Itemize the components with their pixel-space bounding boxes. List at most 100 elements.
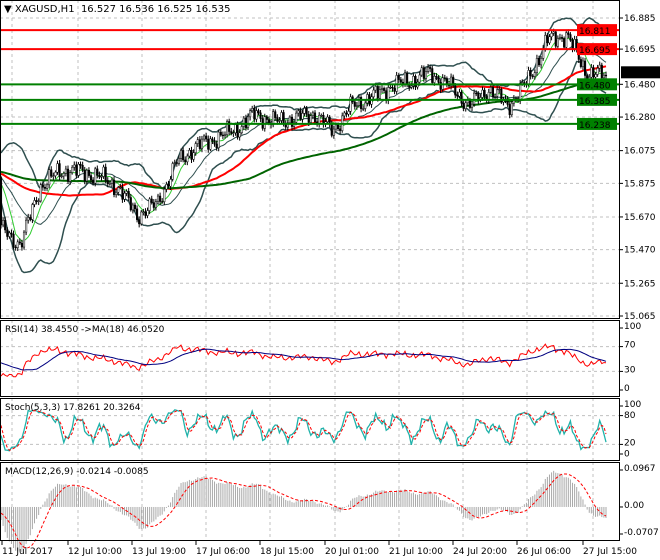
bollinger-middle-band	[0, 42, 607, 225]
candle	[498, 88, 501, 91]
candle	[540, 58, 543, 66]
price-tick-label: 15.265	[624, 279, 656, 289]
candle	[424, 71, 428, 79]
time-tick-label: 21 Jul 10:00	[389, 547, 443, 557]
time-tick-label: 13 Jul 19:00	[132, 547, 186, 557]
dropdown-triangle-icon[interactable]: ▼	[4, 4, 15, 15]
candle	[228, 121, 231, 132]
candle	[79, 163, 82, 166]
candle	[311, 112, 314, 116]
price-tick-label: 16.885	[624, 14, 656, 24]
candle	[328, 116, 331, 125]
candle	[69, 172, 72, 182]
candle	[190, 150, 193, 160]
support-label-box	[577, 117, 617, 130]
candle	[307, 114, 310, 123]
candle	[119, 186, 122, 189]
candle	[454, 85, 457, 96]
candle	[48, 169, 51, 186]
panel-frame	[0, 398, 620, 461]
candle	[496, 89, 499, 97]
time-tick-label: 20 Jul 01:00	[325, 547, 379, 557]
candle	[510, 102, 513, 115]
candle	[458, 91, 461, 97]
candle	[481, 89, 484, 98]
candle	[355, 105, 358, 107]
current-price-box	[621, 66, 660, 79]
candle	[215, 143, 218, 149]
candle	[98, 174, 101, 178]
candle	[146, 210, 149, 216]
candle	[345, 112, 348, 115]
candle	[54, 171, 57, 177]
candle	[554, 31, 557, 47]
candle	[200, 138, 204, 149]
candle	[309, 115, 312, 123]
candle	[236, 124, 239, 138]
candle	[83, 169, 86, 182]
symbol-label: XAGUSD,H1	[14, 4, 75, 15]
candle	[115, 192, 118, 195]
candle	[217, 131, 220, 149]
candle	[198, 139, 201, 149]
price-tick-label: 16.280	[624, 113, 656, 123]
indicator-tick-label: 0	[624, 384, 630, 394]
candle	[234, 124, 237, 134]
candle	[140, 211, 143, 225]
candle	[383, 88, 386, 91]
candle	[242, 117, 245, 127]
candle	[188, 150, 191, 157]
candle	[58, 163, 61, 177]
candle	[209, 138, 212, 150]
candle	[556, 38, 559, 47]
candle	[186, 155, 189, 163]
candle	[121, 186, 124, 200]
indicator-tick-label: 0	[624, 449, 630, 459]
candle	[37, 200, 40, 203]
candle	[429, 67, 432, 69]
candle	[35, 200, 38, 202]
candle	[6, 229, 9, 237]
candle	[100, 176, 103, 178]
candle	[565, 32, 568, 48]
candle	[456, 94, 459, 97]
candle	[125, 191, 128, 194]
candle	[339, 128, 342, 131]
candle	[508, 104, 511, 115]
candle	[489, 87, 492, 93]
candle	[604, 74, 608, 77]
candle	[165, 184, 168, 190]
candle	[14, 246, 17, 249]
candle	[439, 82, 442, 90]
candle	[452, 76, 455, 86]
candle	[230, 131, 233, 134]
candle	[219, 131, 222, 136]
candle	[403, 72, 407, 85]
candle	[410, 85, 413, 88]
candle	[288, 116, 291, 123]
candle	[357, 97, 361, 106]
indicator-tick-label: -0.0707	[624, 528, 659, 538]
candle	[590, 67, 593, 78]
resistance-label: 16.695	[579, 46, 611, 56]
candle	[537, 58, 541, 66]
candle	[552, 31, 555, 34]
candle	[318, 115, 321, 125]
candle	[154, 201, 157, 208]
candle	[112, 179, 116, 195]
candle	[531, 75, 534, 77]
indicator-tick-label: 70	[624, 341, 636, 351]
candle	[567, 32, 570, 35]
candle	[182, 150, 185, 161]
bollinger-lower-band	[0, 60, 607, 274]
candle	[161, 201, 164, 203]
candle	[223, 134, 227, 136]
candle	[282, 112, 285, 125]
candle	[527, 70, 530, 85]
candle	[347, 111, 350, 115]
candle	[123, 193, 126, 200]
candle	[257, 110, 260, 114]
panel-frame	[0, 0, 620, 319]
